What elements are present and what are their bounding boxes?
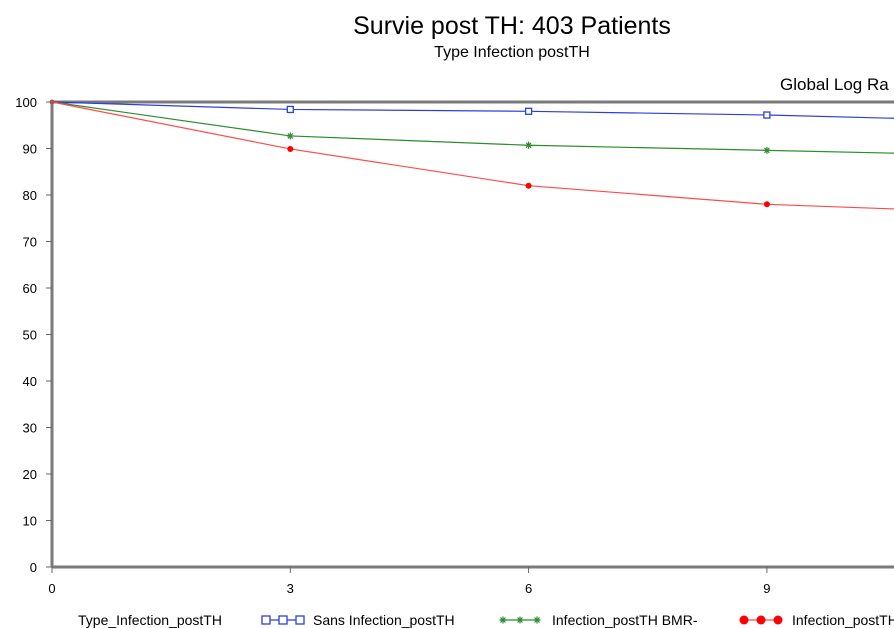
series-1-point (763, 146, 771, 154)
plot-area: 0 10 20 30 40 50 60 70 80 90 100 0 3 6 9 (15, 95, 894, 596)
legend-marker-0 (278, 615, 288, 625)
legend-marker-1 (533, 616, 541, 624)
y-tick-label: 50 (23, 328, 37, 343)
legend-label-2: Infection_postTH (792, 612, 894, 628)
legend-label-1: Infection_postTH BMR- (552, 612, 698, 628)
x-tick-label: 6 (525, 581, 532, 596)
legend-marker-0 (261, 615, 271, 625)
series-2-point (763, 201, 770, 208)
legend-marker-2 (739, 615, 749, 625)
y-tick-label: 10 (23, 514, 37, 529)
series-1-point (286, 132, 294, 140)
series-line-1 (51, 101, 894, 154)
x-tick-label: 0 (48, 581, 55, 596)
x-tick-label: 3 (287, 581, 294, 596)
series-2-point (525, 182, 532, 189)
chart-subtitle: Type Infection postTH (434, 44, 590, 61)
legend-marker-2 (773, 615, 783, 625)
y-tick-label: 20 (23, 467, 37, 482)
legend-marker-2 (756, 615, 766, 625)
legend-marker-1 (516, 616, 524, 624)
y-tick-label: 100 (15, 95, 37, 110)
y-tick-label: 0 (30, 560, 37, 575)
y-tick-label: 30 (23, 421, 37, 436)
y-tick-label: 80 (23, 188, 37, 203)
log-rank-annotation: Global Log Ra (780, 75, 889, 94)
y-tick-label: 70 (23, 235, 37, 250)
x-tick-label: 9 (763, 581, 770, 596)
legend: Type_Infection_postTH Sans Infection_post… (78, 612, 894, 628)
series-2-point (287, 145, 294, 152)
legend-title: Type_Infection_postTH (78, 612, 222, 628)
series-0-point (524, 107, 533, 115)
chart-title: Survie post TH: 403 Patients (353, 12, 671, 40)
series-0-point (286, 105, 294, 114)
y-tick-label: 40 (23, 374, 37, 389)
series-1-point (525, 141, 533, 149)
legend-marker-0 (295, 615, 305, 625)
legend-marker-1 (499, 616, 507, 624)
y-tick-label: 90 (23, 142, 37, 157)
series-origin-point (49, 99, 55, 105)
y-tick-label: 60 (23, 281, 37, 296)
legend-label-0: Sans Infection_postTH (313, 612, 455, 628)
series-0-point (763, 111, 771, 119)
